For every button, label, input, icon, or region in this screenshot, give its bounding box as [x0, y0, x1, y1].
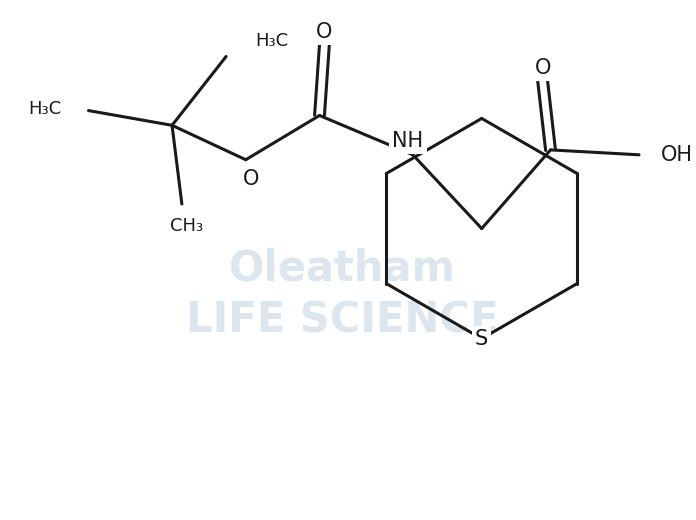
Text: S: S — [475, 329, 489, 348]
Text: CH₃: CH₃ — [171, 217, 203, 235]
Text: H₃C: H₃C — [28, 100, 61, 118]
Text: O: O — [535, 58, 551, 79]
Text: OH: OH — [661, 145, 693, 165]
Text: H₃C: H₃C — [255, 32, 289, 50]
Text: O: O — [316, 22, 333, 42]
Text: Oleatham
LIFE SCIENCE: Oleatham LIFE SCIENCE — [186, 248, 498, 341]
Text: NH: NH — [393, 131, 424, 151]
Text: O: O — [242, 170, 259, 189]
